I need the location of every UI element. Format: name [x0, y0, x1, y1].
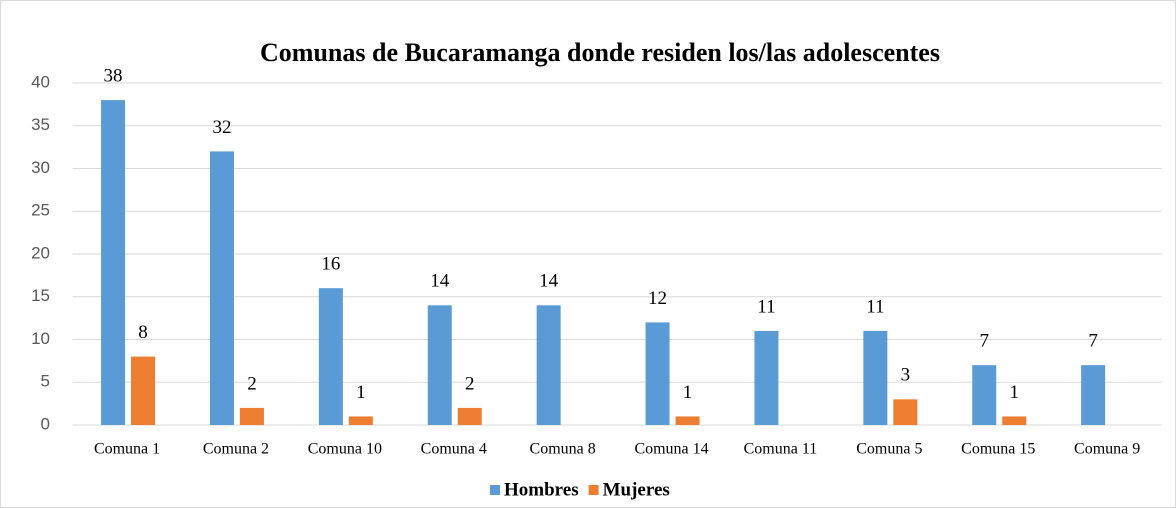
data-label: 11: [866, 296, 884, 317]
y-tick-label: 5: [41, 372, 50, 391]
legend-label: Hombres: [504, 479, 579, 500]
chart-title: Comunas de Bucaramanga donde residen los…: [260, 38, 940, 67]
x-tick-label: Comuna 11: [744, 441, 818, 458]
bar: [1081, 365, 1106, 425]
legend-label: Mujeres: [603, 479, 670, 500]
x-tick-label: Comuna 8: [530, 441, 596, 458]
data-label: 38: [104, 65, 123, 86]
bar: [101, 100, 126, 425]
bar: [893, 399, 918, 425]
legend-swatch: [588, 485, 599, 495]
y-tick-label: 35: [31, 115, 50, 134]
y-tick-label: 0: [41, 414, 50, 433]
bar: [318, 288, 343, 425]
y-tick-label: 10: [31, 329, 50, 348]
x-tick-label: Comuna 14: [634, 441, 708, 458]
x-tick-label: Comuna 10: [308, 441, 382, 458]
bar: [209, 151, 234, 425]
data-label: 2: [247, 373, 257, 394]
y-tick-label: 20: [31, 243, 50, 262]
bar: [754, 330, 779, 425]
data-label: 11: [757, 296, 775, 317]
data-label: 32: [212, 117, 231, 138]
data-label: 3: [901, 365, 911, 386]
bar: [675, 416, 700, 425]
bar: [972, 365, 997, 425]
data-label: 1: [1010, 382, 1020, 403]
bar: [457, 407, 482, 425]
data-label: 7: [980, 331, 990, 352]
y-tick-label: 40: [31, 72, 50, 91]
y-tick-label: 30: [31, 158, 50, 177]
data-label: 8: [138, 322, 148, 343]
y-tick-label: 15: [31, 286, 50, 305]
bar: [348, 416, 373, 425]
y-tick-label: 25: [31, 201, 50, 220]
data-label: 14: [539, 271, 559, 292]
legend-swatch: [490, 485, 500, 495]
data-label: 1: [683, 382, 693, 403]
data-label: 1: [356, 382, 366, 403]
x-tick-label: Comuna 4: [421, 441, 487, 458]
bar: [536, 305, 561, 425]
data-label: 16: [321, 254, 340, 275]
data-label: 12: [648, 288, 667, 309]
x-tick-label: Comuna 15: [961, 441, 1035, 458]
data-label: 14: [430, 271, 450, 292]
bar: [239, 407, 264, 425]
data-label: 2: [465, 373, 475, 394]
bar: [1002, 416, 1027, 425]
x-tick-label: Comuna 5: [856, 441, 922, 458]
x-tick-label: Comuna 9: [1074, 441, 1140, 458]
bar: [131, 356, 156, 425]
x-tick-label: Comuna 2: [203, 441, 269, 458]
bar: [427, 305, 452, 425]
data-label: 7: [1088, 331, 1098, 352]
x-tick-label: Comuna 1: [94, 441, 160, 458]
bar: [645, 322, 670, 425]
bar: [863, 330, 888, 425]
